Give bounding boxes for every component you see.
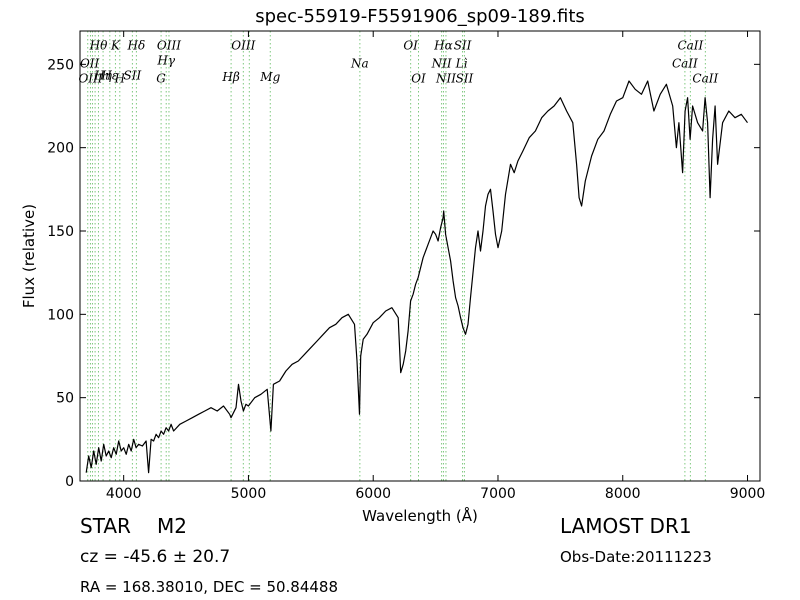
spectrum-series: [85, 80, 748, 474]
spectral-line-label: CaII: [672, 57, 698, 71]
object-class: STAR: [80, 514, 131, 538]
spectral-line-label: CaII: [677, 38, 703, 52]
spectral-line-label: OIII: [231, 38, 255, 52]
spectral-line-label: Hθ: [89, 38, 108, 52]
spectral-line-label: NII: [431, 57, 452, 71]
y-tick-label: 200: [47, 141, 74, 157]
spectral-line-label: SII: [456, 72, 474, 86]
spectral-line-label: OIII: [78, 72, 102, 86]
spectral-line-label: K: [110, 38, 121, 52]
spectral-line-label: NII: [435, 72, 456, 86]
spectral-line-label: CaII: [692, 72, 718, 86]
spectral-line-label: SII: [454, 38, 472, 52]
x-tick-label: 5000: [231, 486, 267, 502]
redshift-value: cz = -45.6 ± 20.7: [80, 547, 231, 567]
spectral-line-label: Lì: [455, 57, 468, 71]
x-axis-label: Wavelength (Å): [362, 506, 478, 525]
x-tick-label: 8000: [605, 486, 641, 502]
spectral-line-label: Hε: [100, 68, 118, 82]
flux-line: [85, 80, 748, 474]
emission-lines: [87, 31, 706, 481]
x-tick-label: 7000: [480, 486, 516, 502]
x-axis: 4000 5000 6000 7000 8000 9000: [106, 31, 765, 502]
plot-frame: [79, 30, 761, 482]
spectral-line-label: OIII: [157, 38, 181, 52]
x-tick-label: 9000: [730, 486, 766, 502]
survey-name: LAMOST DR1: [560, 514, 692, 538]
x-tick-label: 6000: [355, 486, 391, 502]
y-tick-label: 250: [47, 57, 74, 73]
spectral-line-label: Hδ: [127, 38, 146, 52]
chart-title: spec-55919-F5591906_sp09-189.fits: [255, 6, 585, 27]
y-tick-label: 0: [65, 474, 74, 490]
spectral-line-label: Hβ: [221, 70, 239, 84]
spectral-line-label: Mg: [259, 70, 280, 84]
spectral-line-label: OI: [411, 72, 426, 86]
spectral-line-label: Hη: [93, 68, 112, 82]
spectral-line-label: OII: [80, 57, 100, 71]
spectral-line-label: Hγ: [156, 53, 175, 67]
spectral-line-label: OI: [403, 38, 418, 52]
spectral-line-label: H: [114, 72, 126, 86]
spectral-line-label: G: [156, 72, 166, 86]
spectral-line-label: Hα: [433, 38, 453, 52]
object-subclass: M2: [157, 514, 187, 538]
y-tick-label: 100: [47, 307, 74, 323]
y-axis-label: Flux (relative): [20, 204, 38, 308]
y-axis: 0 50 100 150 200 250: [47, 57, 760, 490]
spectral-line-label: Na: [350, 57, 369, 71]
spectral-line-label: SII: [124, 68, 142, 82]
coordinates: RA = 168.38010, DEC = 50.84488: [80, 578, 339, 596]
x-tick-label: 4000: [106, 486, 142, 502]
observation-date: Obs-Date:20111223: [560, 548, 712, 566]
y-tick-label: 150: [47, 224, 74, 240]
y-tick-label: 50: [56, 391, 74, 407]
